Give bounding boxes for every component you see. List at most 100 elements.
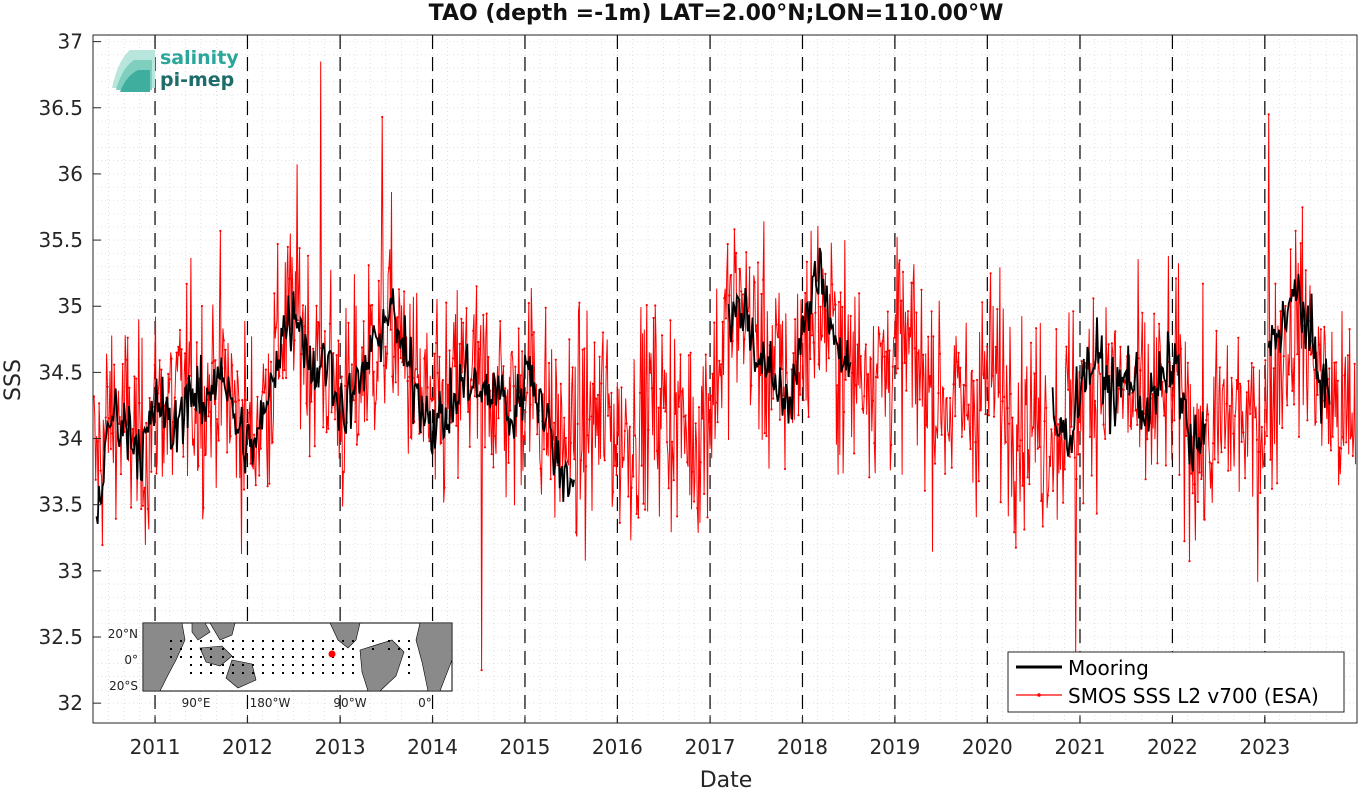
smos-point [927, 335, 930, 338]
smos-point [148, 396, 151, 400]
buoy-dot [210, 672, 212, 674]
x-tick-label: 2020 [962, 735, 1013, 759]
smos-point [392, 355, 396, 358]
smos-point [327, 427, 330, 430]
smos-point [505, 396, 508, 399]
buoy-dot [232, 640, 234, 642]
smos-point [585, 465, 588, 468]
smos-point [1146, 438, 1149, 441]
smos-point [1156, 462, 1159, 465]
smos-point [288, 277, 291, 280]
smos-point [232, 400, 235, 403]
smos-point [844, 378, 847, 381]
smos-point [494, 435, 497, 438]
smos-point [735, 251, 738, 255]
smos-point [837, 300, 841, 304]
smos-point [1237, 336, 1240, 339]
smos-point [303, 325, 306, 328]
smos-point [249, 462, 252, 465]
smos-point [1001, 400, 1004, 403]
logo-line2: pi-mep [160, 69, 234, 91]
smos-point [450, 421, 453, 424]
buoy-dot [312, 640, 314, 642]
buoy-dot [312, 664, 314, 666]
smos-point [945, 397, 948, 400]
smos-point [347, 321, 350, 324]
smos-point [131, 428, 134, 431]
legend-marker-smos [1037, 693, 1041, 697]
buoy-dot [408, 664, 410, 666]
smos-point [1338, 446, 1341, 449]
buoy-dot [408, 640, 410, 642]
smos-point [1301, 206, 1304, 209]
smos-point [1350, 434, 1353, 437]
smos-point [652, 316, 655, 320]
smos-point [908, 327, 911, 330]
buoy-dot [180, 640, 182, 642]
mooring-line [1267, 273, 1331, 424]
smos-point [630, 486, 633, 489]
y-ticks: 32 32.5 33 33.5 34 34.5 35 35.5 36 36.5 37 [38, 30, 101, 715]
smos-point [1129, 424, 1132, 427]
smos-point [644, 508, 647, 511]
smos-point [1190, 472, 1193, 475]
smos-point [1051, 489, 1055, 492]
buoy-dot [408, 672, 410, 674]
smos-point [893, 336, 896, 339]
smos-point [997, 391, 1001, 394]
smos-point [354, 420, 357, 423]
buoy-dot [302, 672, 304, 674]
smos-point [241, 399, 244, 402]
smos-point [1136, 423, 1139, 426]
smos-point [423, 357, 426, 360]
smos-point [804, 291, 807, 295]
smos-point [709, 394, 712, 397]
smos-point [325, 431, 328, 434]
buoy-dot [170, 640, 172, 642]
x-tick-label: 2014 [407, 735, 458, 759]
smos-point [313, 445, 316, 448]
smos-point [1240, 440, 1243, 443]
buoy-dot [170, 648, 172, 650]
smos-point [546, 432, 549, 435]
smos-point [696, 507, 699, 510]
x-tick-label: 2016 [592, 735, 643, 759]
x-tick-label: 2015 [500, 735, 551, 759]
smos-point [645, 304, 648, 307]
smos-point [497, 417, 500, 420]
smos-point [858, 292, 861, 295]
smos-point [547, 362, 551, 365]
smos-point [1217, 461, 1220, 464]
smos-point [662, 406, 665, 410]
smos-point [394, 381, 397, 384]
smos-point [1238, 382, 1242, 385]
smos-point [714, 401, 718, 404]
smos-point [613, 464, 616, 467]
smos-point [332, 352, 335, 355]
smos-point [1102, 423, 1105, 426]
smos-point [374, 402, 377, 405]
smos-point [337, 339, 340, 342]
smos-point [960, 435, 964, 438]
smos-point [1016, 449, 1019, 452]
buoy-dot [262, 640, 264, 642]
smos-point [512, 385, 515, 388]
smos-point [514, 365, 517, 368]
smos-point [248, 411, 251, 414]
smos-point [580, 459, 583, 462]
smos-point [1250, 362, 1253, 365]
smos-point [1296, 353, 1299, 356]
smos-point [440, 441, 443, 444]
buoy-dot [252, 672, 254, 674]
buoy-dot [232, 656, 234, 658]
buoy-dot [342, 656, 344, 658]
smos-point [1220, 451, 1223, 454]
smos-point [836, 384, 839, 387]
smos-point [1067, 388, 1070, 391]
smos-point [1043, 420, 1046, 423]
buoy-dot [180, 648, 182, 650]
smos-point [264, 368, 267, 371]
smos-point [323, 330, 326, 333]
smos-point [1215, 329, 1218, 332]
smos-point [918, 398, 921, 401]
